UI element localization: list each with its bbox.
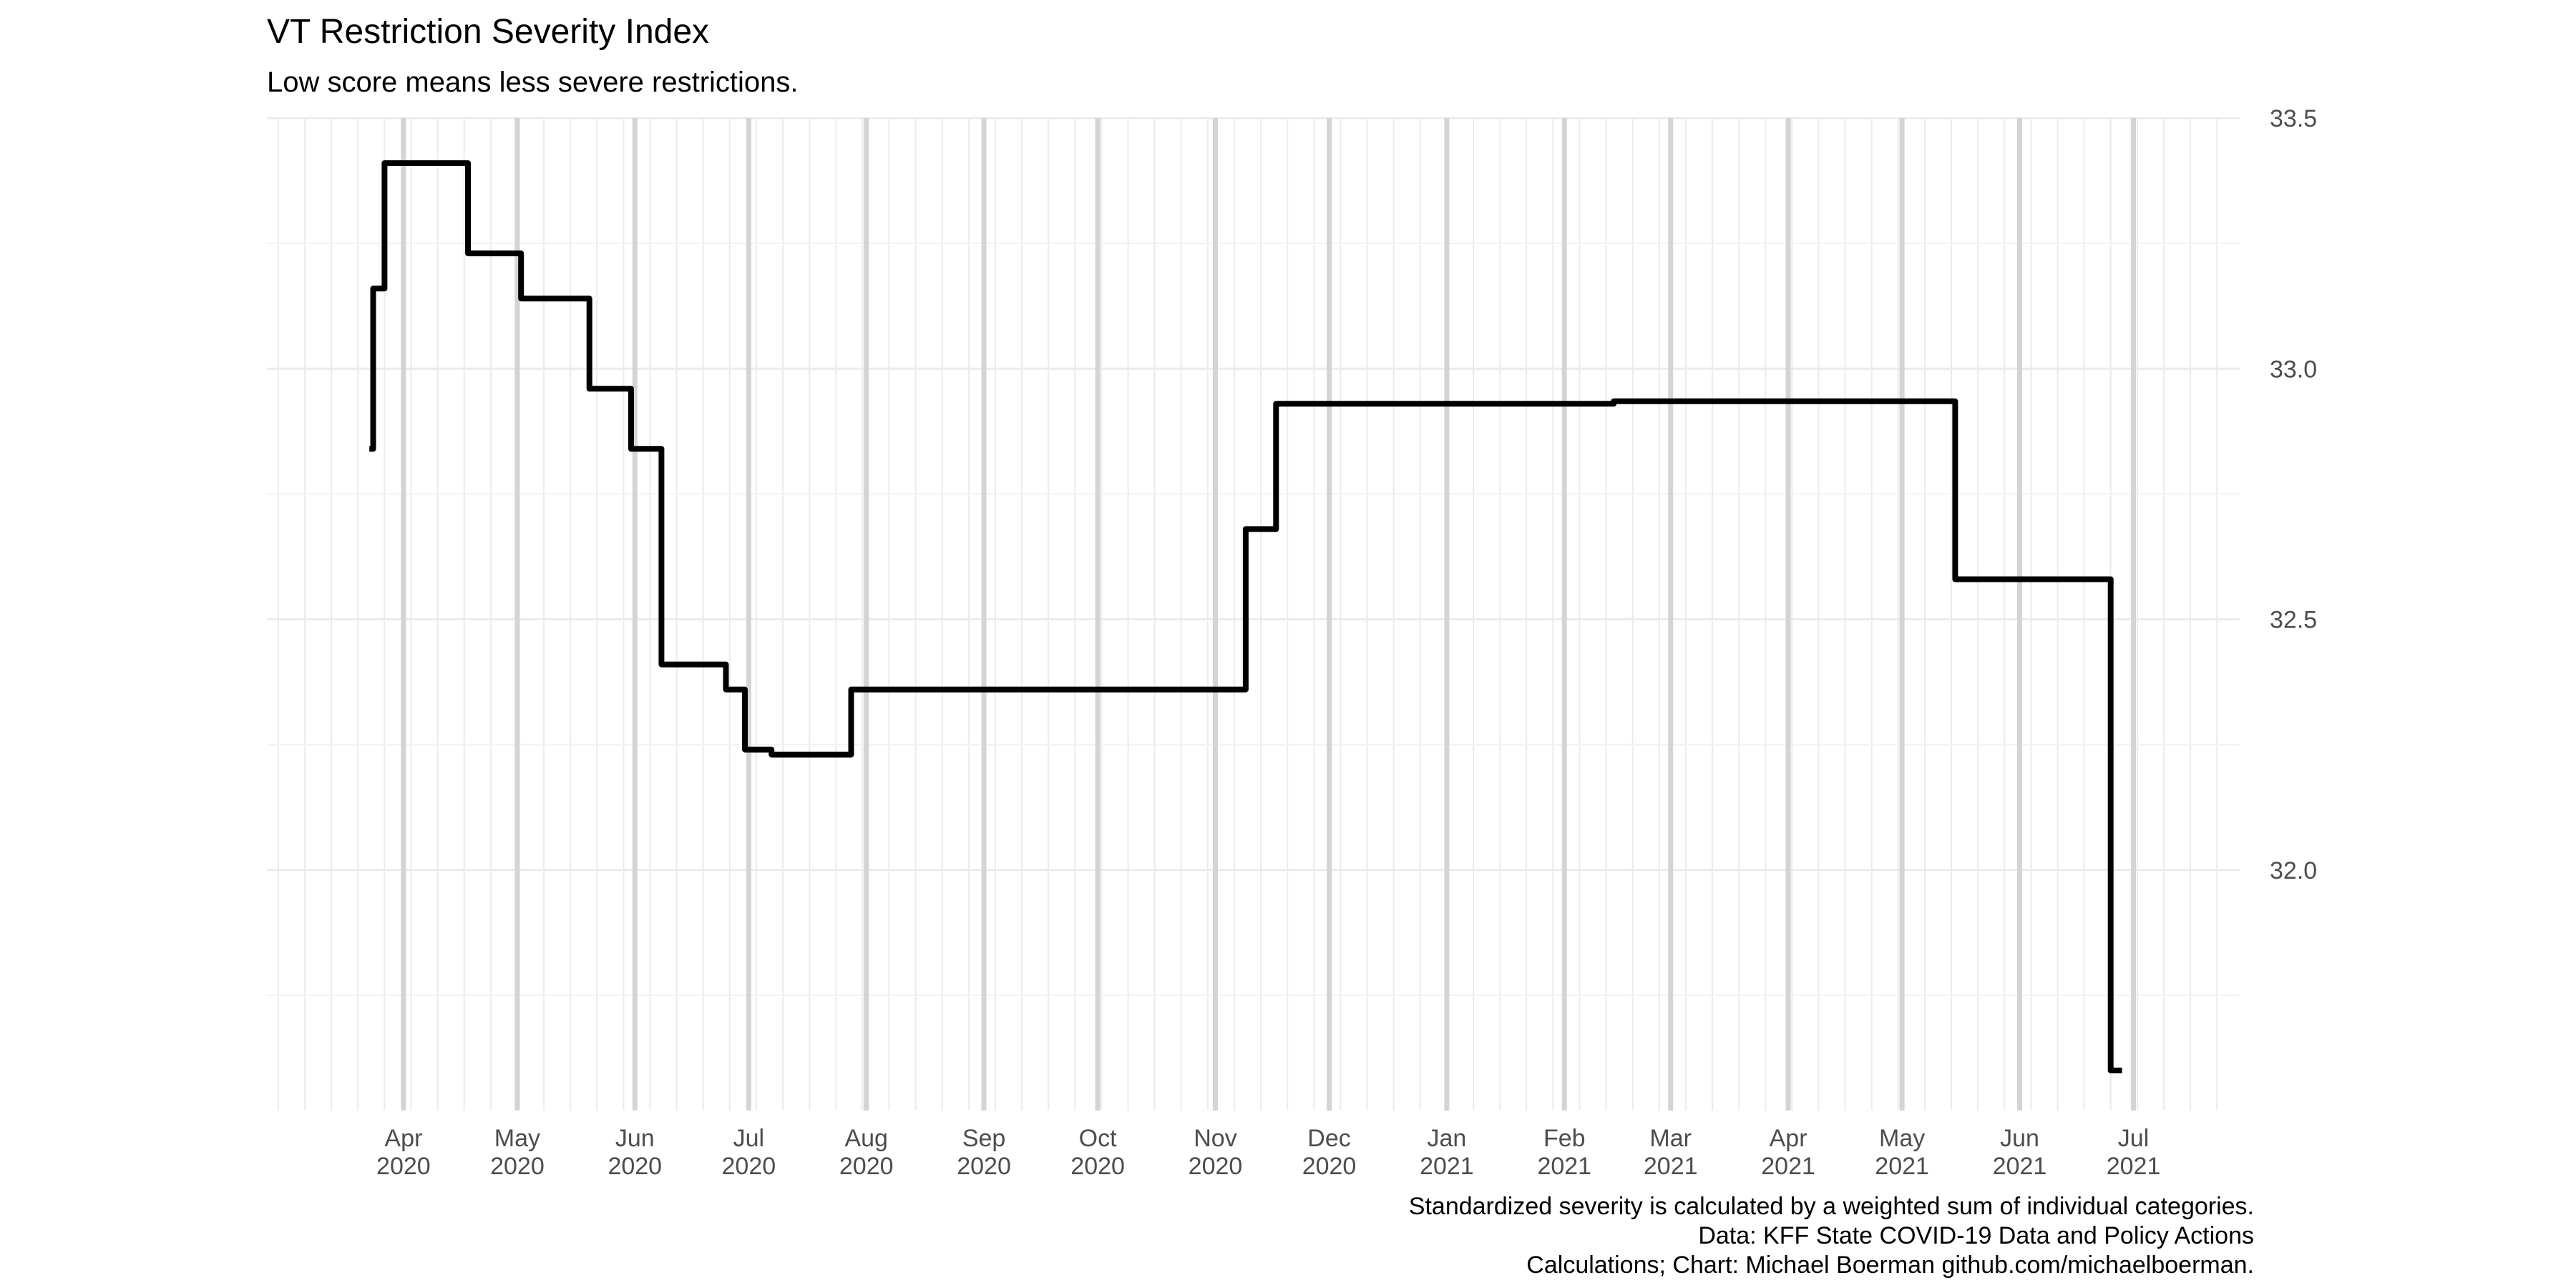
- chart-title: VT Restriction Severity Index: [267, 13, 709, 51]
- x-tick-label: 2021: [1537, 1153, 1591, 1180]
- x-tick-label: May: [1879, 1125, 1925, 1152]
- data-series: [369, 160, 2122, 1073]
- x-tick-label: 2020: [1189, 1153, 1243, 1180]
- x-tick-label: May: [494, 1125, 540, 1152]
- x-tick-label: Mar: [1649, 1125, 1692, 1152]
- x-tick-label: 2021: [1993, 1153, 2047, 1180]
- x-tick-label: 2020: [839, 1153, 894, 1180]
- x-tick-label: 2021: [1420, 1153, 1474, 1180]
- x-tick-label: Dec: [1307, 1125, 1350, 1152]
- x-tick-label: Apr: [1770, 1125, 1807, 1152]
- y-tick-label: 33.5: [2270, 105, 2317, 132]
- x-tick-label: Jul: [2118, 1125, 2149, 1152]
- x-tick-label: 2020: [376, 1153, 431, 1180]
- x-tick-label: 2021: [1644, 1153, 1698, 1180]
- caption-line: Calculations; Chart: Michael Boerman git…: [1526, 1252, 2254, 1279]
- y-tick-label: 32.5: [2270, 607, 2317, 634]
- x-tick-label: 2020: [1070, 1153, 1125, 1180]
- x-tick-label: Jul: [733, 1125, 764, 1152]
- x-tick-label: 2021: [1875, 1153, 1929, 1180]
- x-tick-label: 2020: [957, 1153, 1011, 1180]
- x-axis: Apr2020May2020Jun2020Jul2020Aug2020Sep20…: [376, 1125, 2160, 1180]
- x-tick-label: 2020: [608, 1153, 662, 1180]
- x-tick-label: Jun: [2000, 1125, 2039, 1152]
- x-tick-label: Jun: [615, 1125, 655, 1152]
- x-tick-label: Feb: [1543, 1125, 1586, 1152]
- y-axis: 32.0 32.5 33.0 33.5: [2270, 105, 2317, 884]
- caption-line: Data: KFF State COVID-19 Data and Policy…: [1698, 1222, 2254, 1249]
- y-tick-label: 32.0: [2270, 857, 2317, 884]
- grid: [267, 117, 2240, 1111]
- x-tick-label: Nov: [1194, 1125, 1236, 1152]
- x-tick-label: 2021: [1761, 1153, 1815, 1180]
- y-tick-label: 33.0: [2270, 356, 2317, 383]
- chart-subtitle: Low score means less severe restrictions…: [267, 67, 799, 98]
- x-tick-label: Aug: [844, 1125, 888, 1152]
- x-tick-label: 2020: [490, 1153, 545, 1180]
- x-tick-label: Apr: [384, 1125, 422, 1152]
- x-tick-label: 2021: [2107, 1153, 2161, 1180]
- x-tick-label: Jan: [1427, 1125, 1466, 1152]
- series-line: [369, 160, 2122, 1073]
- x-tick-label: 2020: [1302, 1153, 1357, 1180]
- x-tick-label: Oct: [1079, 1125, 1117, 1152]
- x-tick-label: Sep: [962, 1125, 1006, 1152]
- caption: Standardized severity is calculated by a…: [1409, 1193, 2254, 1279]
- caption-line: Standardized severity is calculated by a…: [1409, 1193, 2254, 1220]
- x-tick-label: 2020: [722, 1153, 776, 1180]
